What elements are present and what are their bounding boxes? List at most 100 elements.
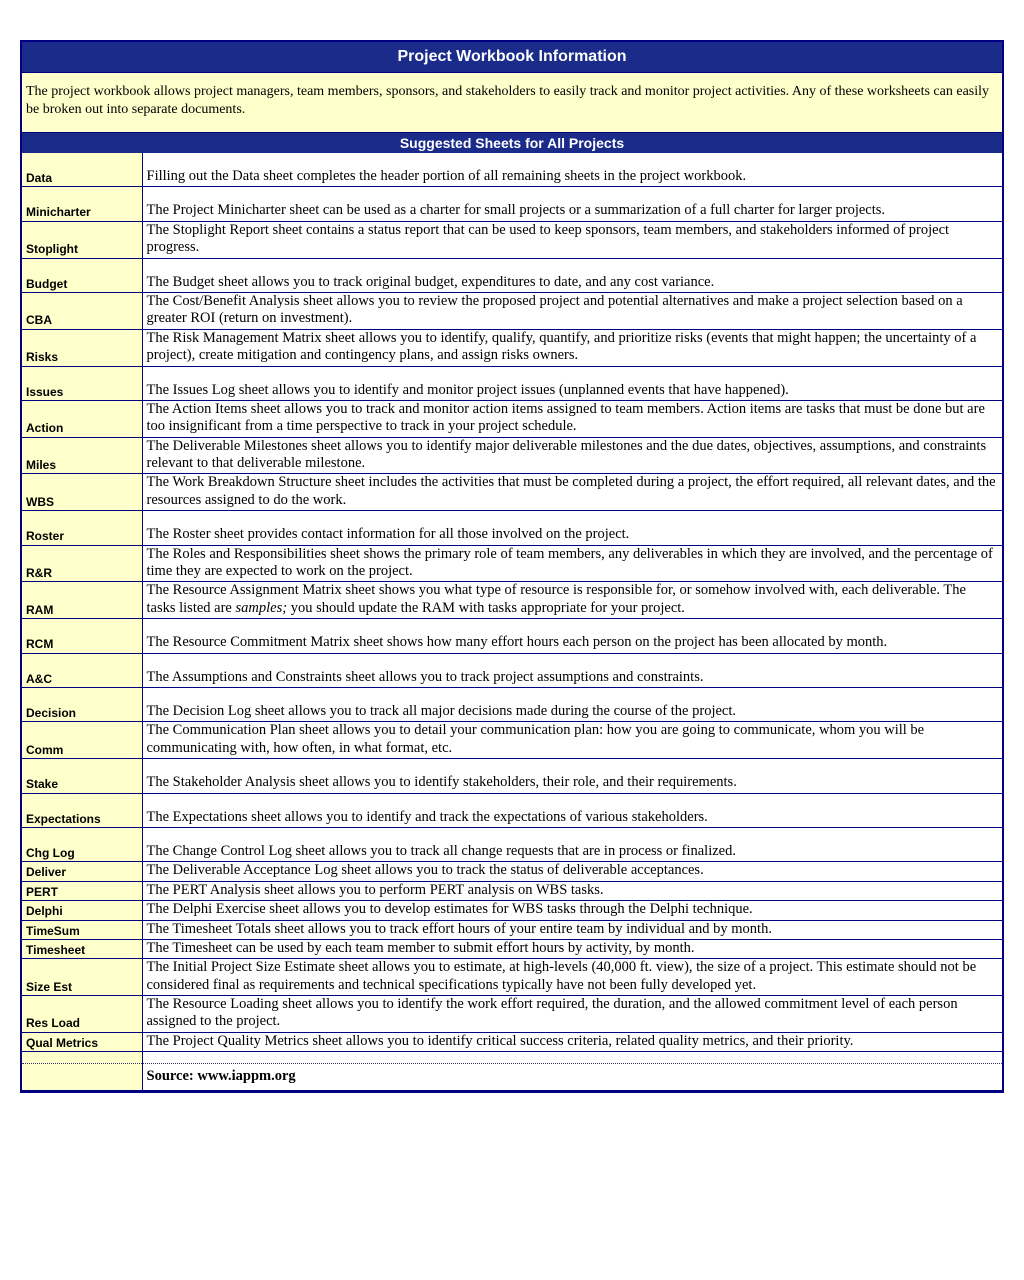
sheet-desc-miles: The Deliverable Milestones sheet allows …	[142, 437, 1002, 474]
sheet-desc-deliver: The Deliverable Acceptance Log sheet all…	[142, 862, 1002, 881]
sheet-desc-sizeest: The Initial Project Size Estimate sheet …	[142, 959, 1002, 996]
sheet-desc-wbs: The Work Breakdown Structure sheet inclu…	[142, 474, 1002, 511]
sheet-desc-expect: The Expectations sheet allows you to ide…	[142, 809, 1002, 828]
table-row: StoplightThe Stoplight Report sheet cont…	[22, 221, 1002, 258]
sheet-desc-resload: The Resource Loading sheet allows you to…	[142, 996, 1002, 1033]
sheet-label-stake: Stake	[22, 774, 142, 793]
table-row: BudgetThe Budget sheet allows you to tra…	[22, 274, 1002, 293]
source-row: Source: www.iappm.org	[22, 1064, 1002, 1090]
sheet-desc-comm: The Communication Plan sheet allows you …	[142, 722, 1002, 759]
table-row: Qual MetricsThe Project Quality Metrics …	[22, 1032, 1002, 1051]
spacer-row	[22, 793, 1002, 809]
sheet-label-resload: Res Load	[22, 996, 142, 1033]
sheet-desc-data: Filling out the Data sheet completes the…	[142, 168, 1002, 187]
sheet-label-ram: RAM	[22, 582, 142, 619]
intro-text: The project workbook allows project mana…	[22, 73, 1002, 133]
spacer-row	[22, 687, 1002, 703]
table-row: Chg LogThe Change Control Log sheet allo…	[22, 843, 1002, 862]
sheet-label-data: Data	[22, 168, 142, 187]
table-row: RCMThe Resource Commitment Matrix sheet …	[22, 634, 1002, 653]
table-row: PERTThe PERT Analysis sheet allows you t…	[22, 881, 1002, 900]
sheet-label-deliver: Deliver	[22, 862, 142, 881]
page-title: Project Workbook Information	[22, 42, 1002, 73]
sheet-label-sizeest: Size Est	[22, 959, 142, 996]
table-row: DataFilling out the Data sheet completes…	[22, 168, 1002, 187]
table-row: WBSThe Work Breakdown Structure sheet in…	[22, 474, 1002, 511]
sheet-desc-chglog: The Change Control Log sheet allows you …	[142, 843, 1002, 862]
sheet-label-issues: Issues	[22, 382, 142, 401]
table-row: IssuesThe Issues Log sheet allows you to…	[22, 382, 1002, 401]
table-row: RisksThe Risk Management Matrix sheet al…	[22, 329, 1002, 366]
table-row: A&CThe Assumptions and Constraints sheet…	[22, 669, 1002, 688]
sheet-label-delphi: Delphi	[22, 901, 142, 920]
sheet-label-pert: PERT	[22, 881, 142, 900]
sheet-label-qualmetrics: Qual Metrics	[22, 1032, 142, 1051]
table-row: StakeThe Stakeholder Analysis sheet allo…	[22, 774, 1002, 793]
sheet-desc-budget: The Budget sheet allows you to track ori…	[142, 274, 1002, 293]
sheet-desc-stake: The Stakeholder Analysis sheet allows yo…	[142, 774, 1002, 793]
table-row: RosterThe Roster sheet provides contact …	[22, 526, 1002, 545]
separator-row	[22, 1052, 1002, 1064]
table-row: RAMThe Resource Assignment Matrix sheet …	[22, 582, 1002, 619]
sheet-desc-roster: The Roster sheet provides contact inform…	[142, 526, 1002, 545]
table-row: CBAThe Cost/Benefit Analysis sheet allow…	[22, 292, 1002, 329]
sheet-label-minicharter: Minicharter	[22, 202, 142, 221]
table-row: DecisionThe Decision Log sheet allows yo…	[22, 703, 1002, 722]
sheet-desc-action: The Action Items sheet allows you to tra…	[142, 400, 1002, 437]
table-row: R&RThe Roles and Responsibilities sheet …	[22, 545, 1002, 582]
sheet-desc-risks: The Risk Management Matrix sheet allows …	[142, 329, 1002, 366]
sheet-desc-rr: The Roles and Responsibilities sheet sho…	[142, 545, 1002, 582]
sheet-label-miles: Miles	[22, 437, 142, 474]
spacer-row	[22, 759, 1002, 775]
sheet-desc-cba: The Cost/Benefit Analysis sheet allows y…	[142, 292, 1002, 329]
sheet-desc-pert: The PERT Analysis sheet allows you to pe…	[142, 881, 1002, 900]
table-row: DeliverThe Deliverable Acceptance Log sh…	[22, 862, 1002, 881]
sheet-label-stoplight: Stoplight	[22, 221, 142, 258]
sheet-label-roster: Roster	[22, 526, 142, 545]
sheet-label-cba: CBA	[22, 292, 142, 329]
spacer-row	[22, 187, 1002, 203]
sheet-desc-qualmetrics: The Project Quality Metrics sheet allows…	[142, 1032, 1002, 1051]
sheet-label-action: Action	[22, 400, 142, 437]
sheet-label-decision: Decision	[22, 703, 142, 722]
section-header: Suggested Sheets for All Projects	[22, 133, 1002, 153]
sheet-desc-minicharter: The Project Minicharter sheet can be use…	[142, 202, 1002, 221]
sheet-label-comm: Comm	[22, 722, 142, 759]
sheets-table: DataFilling out the Data sheet completes…	[22, 153, 1002, 1091]
spacer-row	[22, 619, 1002, 635]
sheet-desc-timesum: The Timesheet Totals sheet allows you to…	[142, 920, 1002, 939]
table-row: TimesheetThe Timesheet can be used by ea…	[22, 939, 1002, 958]
table-row: MinicharterThe Project Minicharter sheet…	[22, 202, 1002, 221]
sheet-desc-timesheet: The Timesheet can be used by each team m…	[142, 939, 1002, 958]
table-row: DelphiThe Delphi Exercise sheet allows y…	[22, 901, 1002, 920]
table-row: ActionThe Action Items sheet allows you …	[22, 400, 1002, 437]
table-row: Size EstThe Initial Project Size Estimat…	[22, 959, 1002, 996]
sheet-desc-decision: The Decision Log sheet allows you to tra…	[142, 703, 1002, 722]
sheet-label-timesum: TimeSum	[22, 920, 142, 939]
sheet-label-expect: Expectations	[22, 809, 142, 828]
sheet-label-ac: A&C	[22, 669, 142, 688]
sheet-desc-delphi: The Delphi Exercise sheet allows you to …	[142, 901, 1002, 920]
sheet-desc-ram: The Resource Assignment Matrix sheet sho…	[142, 582, 1002, 619]
table-row: ExpectationsThe Expectations sheet allow…	[22, 809, 1002, 828]
sheet-label-risks: Risks	[22, 329, 142, 366]
spacer-row	[22, 511, 1002, 527]
table-row: Res LoadThe Resource Loading sheet allow…	[22, 996, 1002, 1033]
sheet-label-budget: Budget	[22, 274, 142, 293]
table-row: MilesThe Deliverable Milestones sheet al…	[22, 437, 1002, 474]
spacer-row	[22, 153, 1002, 168]
sheet-label-timesheet: Timesheet	[22, 939, 142, 958]
sheet-label-rcm: RCM	[22, 634, 142, 653]
spacer-row	[22, 827, 1002, 843]
workbook-container: Project Workbook Information The project…	[20, 40, 1004, 1093]
spacer-row	[22, 258, 1002, 274]
sheet-desc-rcm: The Resource Commitment Matrix sheet sho…	[142, 634, 1002, 653]
sheet-desc-issues: The Issues Log sheet allows you to ident…	[142, 382, 1002, 401]
source-label: Source: www.iappm.org	[142, 1064, 1002, 1090]
table-row: CommThe Communication Plan sheet allows …	[22, 722, 1002, 759]
spacer-row	[22, 366, 1002, 382]
table-row: TimeSumThe Timesheet Totals sheet allows…	[22, 920, 1002, 939]
sheet-label-rr: R&R	[22, 545, 142, 582]
sheet-label-wbs: WBS	[22, 474, 142, 511]
sheet-desc-ac: The Assumptions and Constraints sheet al…	[142, 669, 1002, 688]
